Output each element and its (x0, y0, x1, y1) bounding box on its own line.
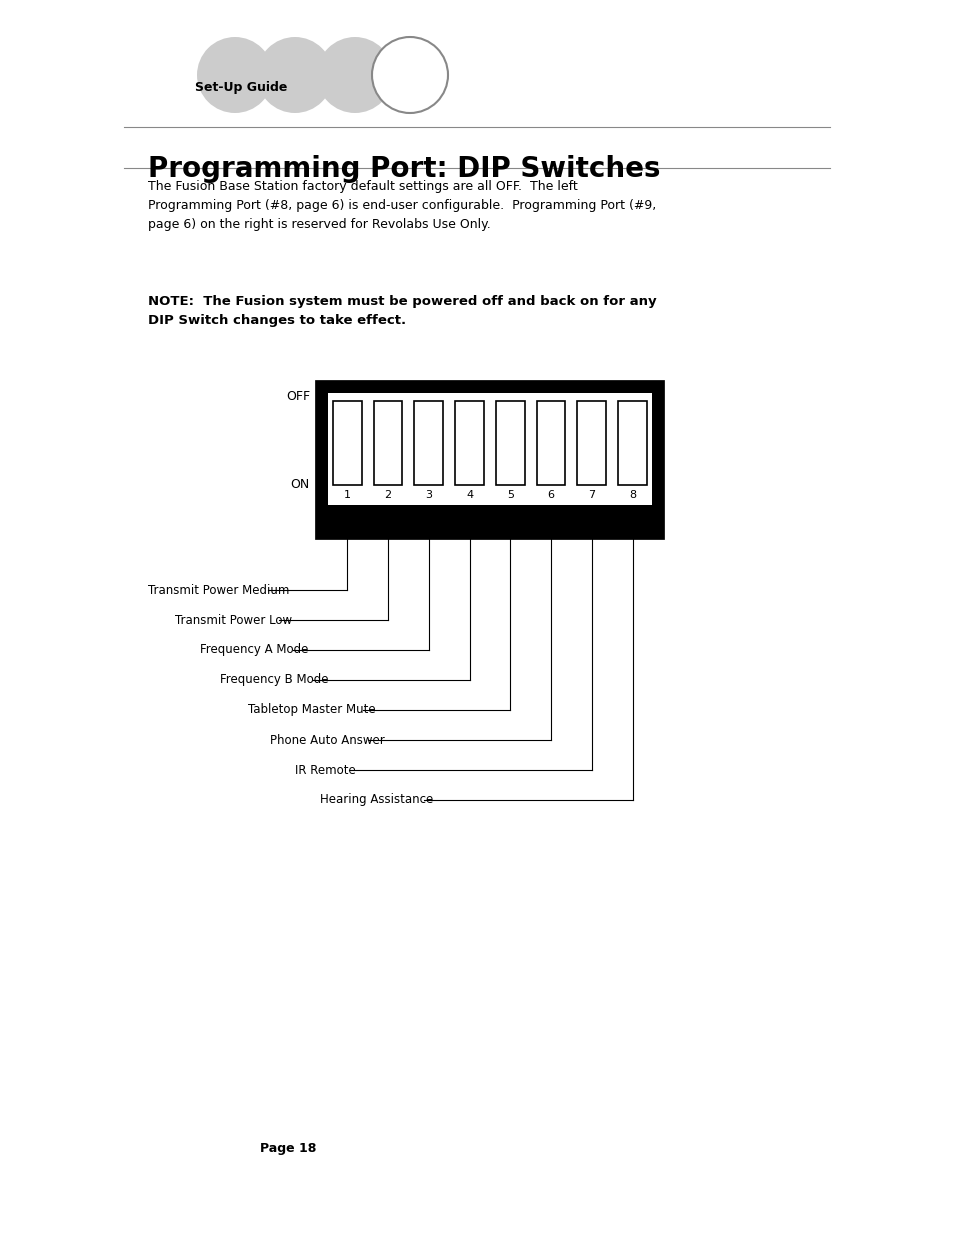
FancyBboxPatch shape (455, 401, 483, 485)
Text: OFF: OFF (286, 390, 310, 404)
Text: 8: 8 (628, 490, 636, 500)
Text: Tabletop Master Mute: Tabletop Master Mute (248, 704, 375, 716)
Circle shape (196, 37, 273, 112)
Text: Transmit Power Medium: Transmit Power Medium (148, 583, 289, 597)
Text: Frequency B Mode: Frequency B Mode (220, 673, 328, 687)
FancyBboxPatch shape (537, 401, 565, 485)
Text: Frequency A Mode: Frequency A Mode (200, 643, 308, 657)
Text: 3: 3 (425, 490, 432, 500)
Text: 5: 5 (506, 490, 514, 500)
FancyBboxPatch shape (618, 401, 646, 485)
Circle shape (372, 37, 448, 112)
Text: 7: 7 (588, 490, 595, 500)
FancyBboxPatch shape (374, 401, 402, 485)
Circle shape (256, 37, 333, 112)
FancyBboxPatch shape (414, 401, 443, 485)
FancyBboxPatch shape (333, 401, 361, 485)
Text: Phone Auto Answer: Phone Auto Answer (270, 734, 384, 746)
Text: Programming Port: DIP Switches: Programming Port: DIP Switches (148, 156, 659, 183)
Circle shape (316, 37, 393, 112)
Text: 2: 2 (384, 490, 392, 500)
Text: The Fusion Base Station factory default settings are all OFF.  The left
Programm: The Fusion Base Station factory default … (148, 180, 656, 231)
Text: Set-Up Guide: Set-Up Guide (194, 80, 287, 94)
Text: 4: 4 (466, 490, 473, 500)
FancyBboxPatch shape (328, 393, 651, 505)
FancyBboxPatch shape (319, 385, 659, 535)
Text: NOTE:  The Fusion system must be powered off and back on for any
DIP Switch chan: NOTE: The Fusion system must be powered … (148, 295, 656, 327)
Text: IR Remote: IR Remote (294, 763, 355, 777)
Text: Page 18: Page 18 (260, 1142, 316, 1155)
Text: ON: ON (291, 478, 310, 492)
Text: Hearing Assistance: Hearing Assistance (319, 794, 433, 806)
FancyBboxPatch shape (577, 401, 605, 485)
Text: 1: 1 (343, 490, 351, 500)
Text: 6: 6 (547, 490, 554, 500)
Text: Transmit Power Low: Transmit Power Low (174, 614, 292, 626)
FancyBboxPatch shape (496, 401, 524, 485)
